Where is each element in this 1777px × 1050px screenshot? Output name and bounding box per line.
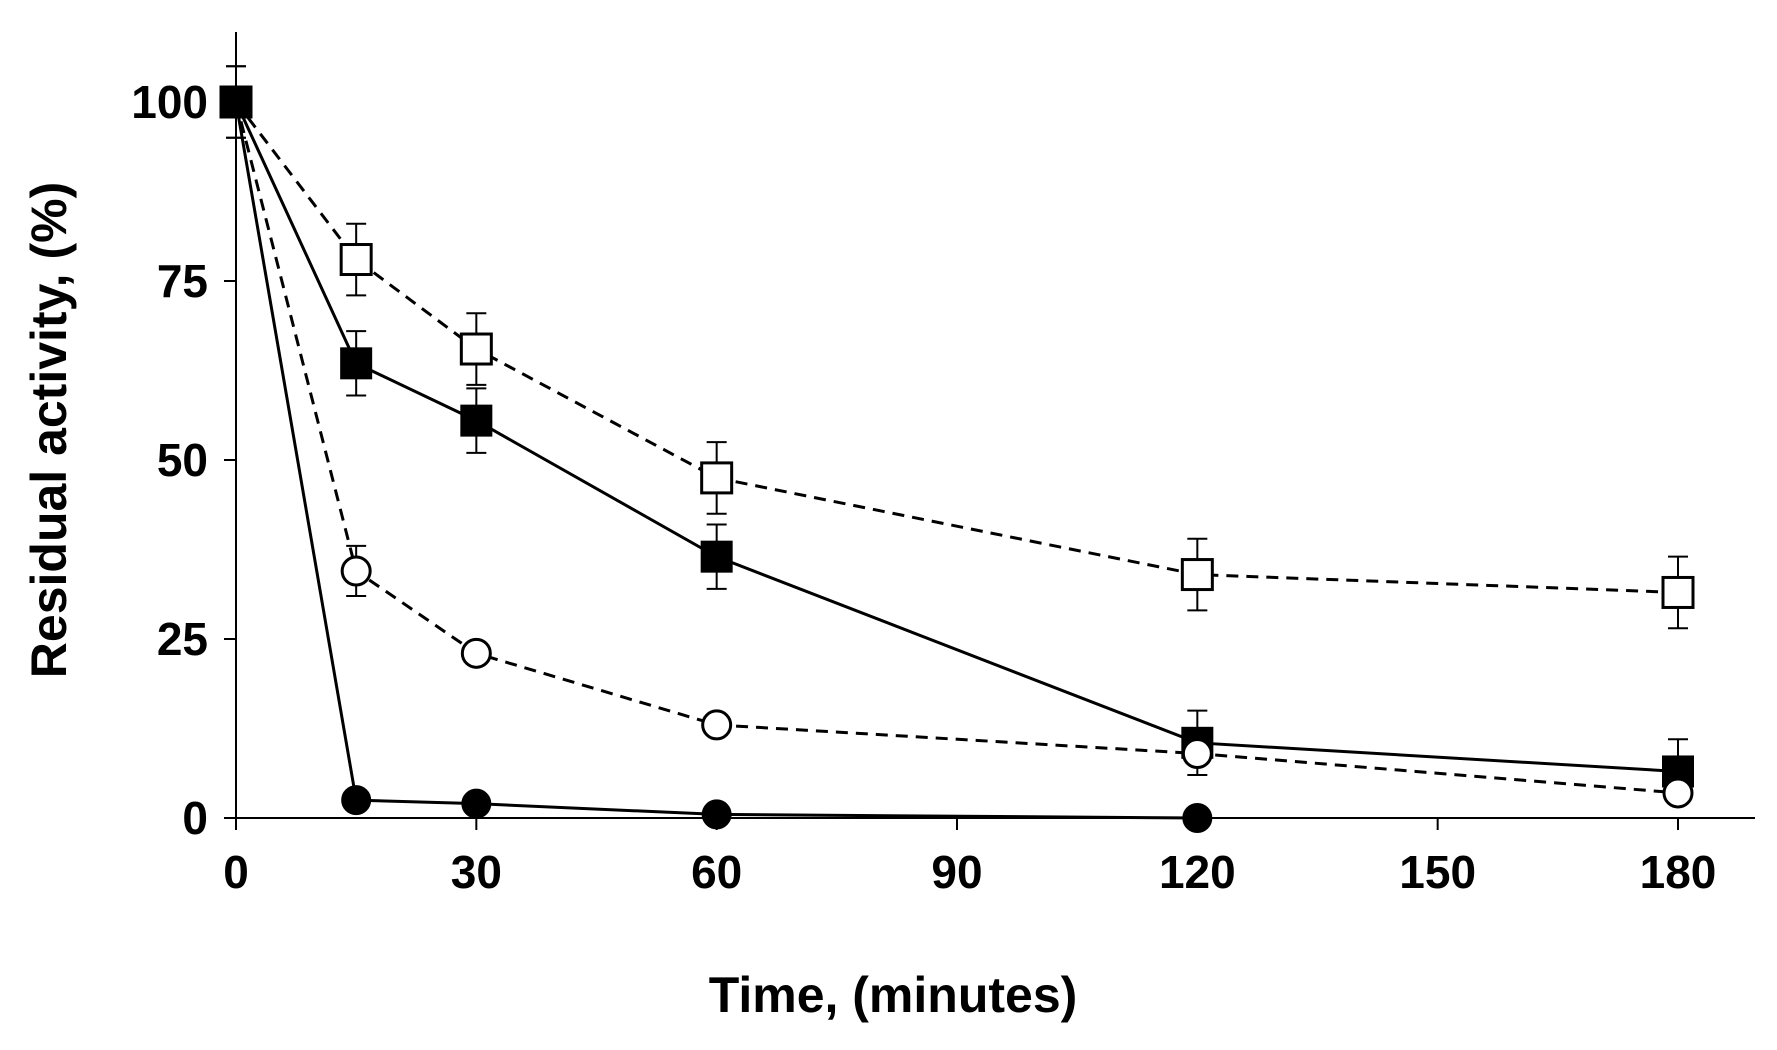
data-point-open-circles-dashed-60	[701, 709, 733, 741]
x-tick-label-120: 120	[1159, 846, 1236, 898]
data-point-open-squares-dashed-120	[1180, 558, 1214, 592]
data-point-open-squares-dashed-30	[459, 332, 493, 366]
axes: 0 25 50 75 100 0 30 60 90 120 150 180	[131, 32, 1755, 898]
y-tick-label-50: 50	[157, 434, 208, 486]
y-axis-title: Residual activity, (%)	[21, 182, 77, 678]
series-line-open-squares-dashed	[234, 101, 1679, 594]
data-point-filled-circles-solid-15	[341, 785, 372, 816]
series-open-circles-dashed	[220, 86, 1694, 809]
y-tick-label-25: 25	[157, 613, 208, 665]
data-point-filled-circles-solid-60	[701, 799, 732, 830]
x-tick-label-30: 30	[451, 846, 502, 898]
series-layer	[219, 65, 1695, 833]
x-tick-label-150: 150	[1399, 846, 1476, 898]
series-line-open-circles-dashed	[234, 101, 1679, 795]
y-tick-label-75: 75	[157, 255, 208, 307]
data-point-filled-squares-solid-15	[340, 347, 373, 380]
data-point-open-squares-dashed-15	[339, 243, 373, 277]
data-point-open-squares-dashed-60	[700, 461, 734, 495]
data-point-open-circles-dashed-120	[1181, 738, 1213, 770]
x-axis-title: Time, (minutes)	[709, 967, 1078, 1023]
y-tick-label-100: 100	[131, 76, 208, 128]
data-point-open-squares-dashed-180	[1661, 575, 1695, 609]
data-point-open-circles-dashed-15	[340, 555, 372, 587]
data-point-filled-circles-solid-0	[221, 87, 251, 117]
x-tick-label-0: 0	[223, 846, 249, 898]
series-filled-squares-solid	[220, 65, 1694, 805]
series-line-filled-squares-solid	[234, 101, 1679, 773]
data-point-filled-squares-solid-30	[460, 404, 493, 437]
series-filled-circles-solid	[221, 87, 1213, 833]
x-tick-label-60: 60	[691, 846, 742, 898]
data-point-open-circles-dashed-180	[1662, 777, 1694, 809]
data-point-filled-circles-solid-30	[461, 788, 492, 819]
data-point-filled-squares-solid-60	[700, 540, 733, 573]
y-tick-label-0: 0	[182, 792, 208, 844]
data-point-open-circles-dashed-30	[460, 637, 492, 669]
data-point-filled-circles-solid-120	[1182, 803, 1213, 833]
x-tick-label-90: 90	[931, 846, 982, 898]
series-open-squares-dashed	[219, 65, 1695, 630]
x-tick-label-180: 180	[1640, 846, 1717, 898]
